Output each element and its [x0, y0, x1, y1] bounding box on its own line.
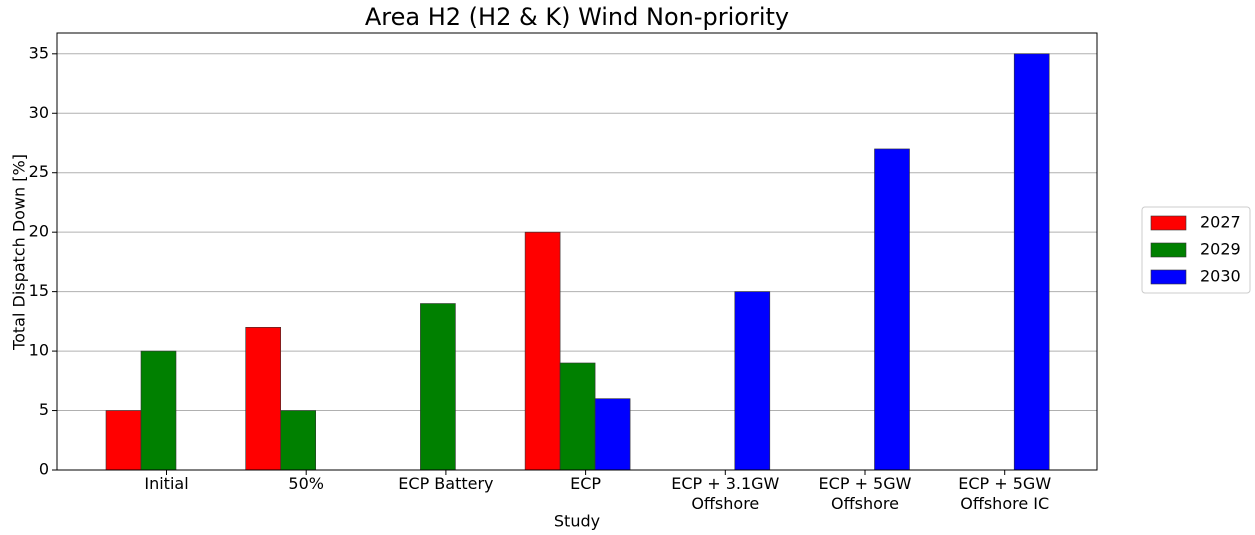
plot-frame	[56, 32, 1098, 471]
chart-title: Area H2 (H2 & K) Wind Non-priority	[365, 3, 789, 31]
y-tick-label: 20	[29, 222, 49, 241]
y-axis-label: Total Dispatch Down [%]	[10, 154, 29, 351]
bar	[105, 410, 142, 471]
bar	[245, 327, 281, 471]
x-tick-label: ECP + 5GW Offshore IC	[958, 474, 1051, 513]
legend-swatch	[1150, 242, 1187, 258]
y-tick-label: 25	[29, 162, 49, 181]
bar	[280, 410, 317, 471]
bar	[140, 350, 177, 471]
legend-label: 2029	[1200, 240, 1241, 259]
legend-label: 2030	[1200, 267, 1241, 286]
bar	[420, 303, 456, 471]
x-tick-label: ECP Battery	[398, 474, 493, 493]
bar	[1013, 53, 1050, 471]
bar	[559, 362, 596, 471]
bar	[874, 148, 910, 471]
x-axis-label: Study	[554, 512, 600, 531]
y-tick-label: 15	[29, 281, 49, 300]
bar	[524, 231, 561, 471]
legend-swatch	[1150, 215, 1187, 231]
bar	[734, 291, 771, 471]
y-tick-label: 10	[29, 341, 49, 360]
y-tick-label: 30	[29, 103, 49, 122]
x-tick-label: 50%	[288, 474, 324, 493]
x-tick-label: ECP + 5GW Offshore	[819, 474, 912, 513]
y-tick-label: 35	[29, 43, 49, 62]
x-tick-label: ECP + 3.1GW Offshore	[671, 474, 779, 513]
y-tick-label: 5	[39, 400, 49, 419]
bar	[594, 398, 631, 471]
x-tick-label: ECP	[570, 474, 601, 493]
legend-swatch	[1150, 269, 1187, 285]
legend-label: 2027	[1200, 213, 1241, 232]
y-tick-label: 0	[39, 460, 49, 479]
x-tick-label: Initial	[144, 474, 188, 493]
